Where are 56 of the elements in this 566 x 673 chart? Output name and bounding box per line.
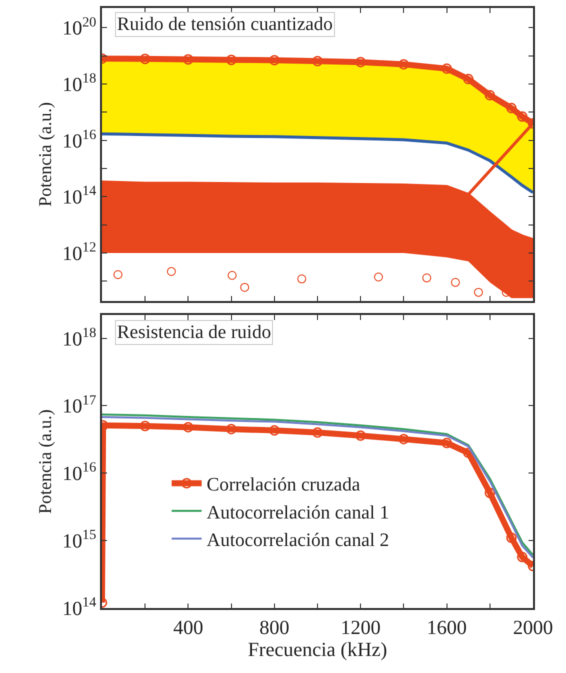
y-tick-label: 10$^{17}$ [62, 393, 96, 418]
y-tick-label: 10$^{18}$ [62, 326, 96, 350]
y-tick-label: 10$^{16}$ [62, 460, 96, 486]
point [484, 90, 496, 100]
chart-title: Resistencia de ruido [117, 322, 272, 343]
x-axis-title: Frecuencia (kHz) [248, 638, 388, 661]
point [422, 273, 432, 282]
point [182, 54, 194, 65]
point [355, 430, 366, 441]
point [450, 278, 460, 287]
y-tick-label: 10$^{15}$ [62, 528, 96, 553]
legend-label: Correlación cruzada [206, 474, 361, 496]
point [506, 102, 517, 114]
point [484, 488, 496, 498]
point [140, 420, 150, 432]
point [374, 272, 383, 282]
point [474, 288, 483, 297]
point [228, 270, 237, 280]
y-axis-title: Potencia (a.u.) [34, 102, 55, 207]
point [140, 54, 150, 64]
point [516, 111, 528, 122]
x-tick-label: 1200 [340, 616, 381, 639]
x-tick-label: 400 [173, 616, 204, 639]
point [269, 425, 280, 436]
point [166, 266, 176, 276]
point [355, 56, 366, 68]
point [463, 74, 474, 84]
point [312, 56, 323, 66]
point [442, 63, 452, 74]
point [113, 270, 122, 280]
line-series [102, 132, 533, 194]
y-tick-label: 10$^{12}$ [62, 240, 96, 265]
legend-label: Autocorrelación canal 1 [206, 502, 390, 524]
point [516, 552, 528, 562]
point [442, 438, 452, 448]
y-axis-title: Potencia (a.u.) [34, 409, 55, 514]
point [226, 54, 237, 66]
point [240, 282, 250, 292]
point [269, 54, 280, 66]
point [226, 424, 237, 434]
point [312, 427, 323, 438]
point [182, 422, 194, 432]
x-tick-label: 2000 [513, 616, 553, 639]
point [506, 532, 517, 544]
x-tick-label: 800 [259, 616, 290, 639]
y-tick-label: 10$^{20}$ [62, 15, 96, 40]
legend-label: Autocorrelación canal 2 [206, 530, 390, 552]
x-tick-label: 1600 [426, 616, 467, 639]
chart-title: Ruido de tensión cuantizado [117, 14, 333, 35]
y-tick-label: 10$^{14}$ [62, 184, 96, 209]
point [297, 274, 306, 284]
point [398, 434, 409, 444]
y-tick-label: 10$^{18}$ [62, 72, 96, 96]
y-tick-label: 10$^{16}$ [62, 128, 96, 152]
y-tick-label: 10$^{14}$ [62, 596, 96, 620]
point [398, 59, 409, 70]
